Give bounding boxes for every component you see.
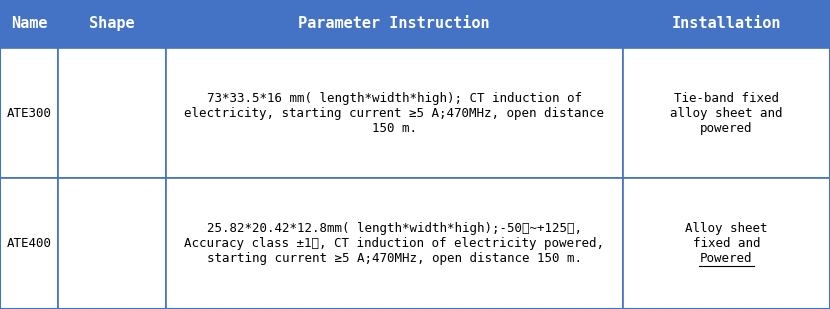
Text: Name: Name	[11, 16, 47, 32]
FancyBboxPatch shape	[0, 48, 58, 178]
FancyBboxPatch shape	[166, 0, 622, 48]
FancyBboxPatch shape	[166, 48, 622, 178]
Text: Alloy sheet: Alloy sheet	[685, 222, 768, 235]
FancyBboxPatch shape	[622, 0, 830, 48]
Text: 25.82*20.42*12.8mm( length*width*high);-50℃~+125℃,
Accuracy class ±1℃, CT induct: 25.82*20.42*12.8mm( length*width*high);-…	[184, 222, 604, 265]
FancyBboxPatch shape	[58, 178, 166, 309]
Text: fixed and: fixed and	[692, 237, 760, 250]
FancyBboxPatch shape	[58, 48, 166, 178]
FancyBboxPatch shape	[622, 178, 830, 309]
Text: alloy sheet and: alloy sheet and	[670, 107, 783, 120]
Text: powered: powered	[700, 121, 753, 134]
FancyBboxPatch shape	[0, 178, 58, 309]
Text: Tie-band fixed: Tie-band fixed	[674, 92, 779, 105]
FancyBboxPatch shape	[0, 0, 58, 48]
FancyBboxPatch shape	[166, 178, 622, 309]
Text: Parameter Instruction: Parameter Instruction	[299, 16, 490, 32]
FancyBboxPatch shape	[622, 48, 830, 178]
Text: 73*33.5*16 mm( length*width*high); CT induction of
electricity, starting current: 73*33.5*16 mm( length*width*high); CT in…	[184, 92, 604, 135]
Text: Shape: Shape	[90, 16, 134, 32]
Text: ATE300: ATE300	[7, 107, 51, 120]
Text: Powered: Powered	[700, 252, 753, 265]
FancyBboxPatch shape	[58, 0, 166, 48]
Text: ATE400: ATE400	[7, 237, 51, 250]
Text: Installation: Installation	[671, 16, 781, 32]
